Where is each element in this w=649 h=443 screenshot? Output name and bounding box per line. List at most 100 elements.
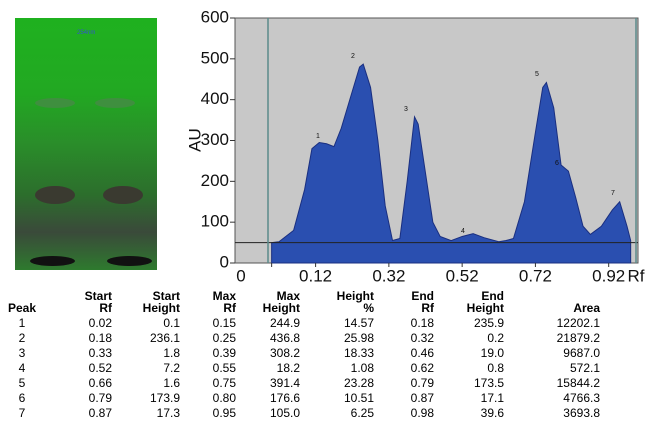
table-row: 5 0.66 1.6 0.75 391.4 23.28 0.79 173.5 15844.2 23… xyxy=(0,376,649,391)
header-text: Max xyxy=(276,290,300,303)
table-cell: 21879.2 xyxy=(556,331,600,345)
x-tick-label: 0.92 xyxy=(592,266,625,285)
table-cell: 7.2 xyxy=(163,361,180,375)
table-cell: 18.33 xyxy=(343,346,374,360)
table-cell: 0.02 xyxy=(88,316,112,330)
peak-label: 5 xyxy=(535,71,539,78)
table-cell: 1.8 xyxy=(163,346,180,360)
table-cell: 0.80 xyxy=(212,391,236,405)
table-cell: 173.5 xyxy=(473,376,504,390)
table-cell: 0.32 xyxy=(410,331,434,345)
table-cell: 19.0 xyxy=(480,346,504,360)
x-tick-label: 0.72 xyxy=(519,266,552,285)
x-axis-label: Rf xyxy=(628,266,645,285)
table-cell: 6.25 xyxy=(350,406,374,420)
table-cell: 15844.2 xyxy=(556,376,600,390)
table-row: 3 0.33 1.8 0.39 308.2 18.33 0.46 19.0 9687.0 14.1… xyxy=(0,346,649,361)
table-cell: 0.18 xyxy=(88,331,112,345)
table-cell: 3 xyxy=(18,346,26,360)
column-header: Start Height xyxy=(116,290,184,316)
table-cell: 9687.0 xyxy=(563,346,600,360)
column-header: Max Rf xyxy=(184,290,240,316)
table-cell: 17.3 xyxy=(156,406,180,420)
peak-label: 4 xyxy=(461,228,465,235)
header-text: End xyxy=(481,290,504,303)
table-cell: 572.1 xyxy=(569,361,600,375)
column-header: Max Height xyxy=(240,290,304,316)
peak-label: 7 xyxy=(611,190,615,197)
table-row: 6 0.79 173.9 0.80 176.6 10.51 0.87 17.1 4766.3 6.… xyxy=(0,391,649,406)
header-text: Height xyxy=(466,301,504,315)
table-cell: 0.66 xyxy=(88,376,112,390)
y-tick-label: 0 xyxy=(220,252,229,271)
table-row: 1 0.02 0.1 0.15 244.9 14.57 0.18 235.9 12202.1 17… xyxy=(0,316,649,331)
table-cell: 0.2 xyxy=(487,331,504,345)
table-cell: 176.6 xyxy=(269,391,300,405)
header-text: Peak xyxy=(7,301,37,315)
table-cell: 0.1 xyxy=(163,316,180,330)
table-cell: 0.25 xyxy=(212,331,236,345)
header-text: Rf xyxy=(99,301,112,315)
chart: AU Rf 0 100 200 300 400 500 600 0 0.12 0.32 0.52 0.… xyxy=(185,7,645,285)
table-cell: 0.39 xyxy=(212,346,236,360)
header-text: Height xyxy=(262,301,300,315)
x-tick-label: 0.12 xyxy=(299,266,332,285)
column-header: End Rf xyxy=(378,290,438,316)
table-cell: 17.78 xyxy=(604,316,649,331)
table-cell: 391.4 xyxy=(269,376,300,390)
table-cell: 0.8 xyxy=(487,361,504,375)
table-cell: 2 xyxy=(18,331,26,345)
peak-label: 3 xyxy=(404,106,408,113)
column-header: Area xyxy=(508,290,604,316)
table-cell: 0.83 xyxy=(604,361,649,376)
table-cell: 18.2 xyxy=(276,361,300,375)
table-cell: 39.6 xyxy=(480,406,504,420)
table-cell: 0.46 xyxy=(410,346,434,360)
table-cell: 1.08 xyxy=(350,361,374,375)
plate-label: 254nm xyxy=(77,30,96,36)
peak-label: 1 xyxy=(316,133,320,140)
table-cell: 17.1 xyxy=(480,391,504,405)
x-tick-label: 0.32 xyxy=(372,266,405,285)
header-text: Rf xyxy=(223,301,236,315)
column-header: End Height xyxy=(438,290,508,316)
table: Peak Start Rf Start Height Max Rf Max Height Heig… xyxy=(0,290,649,421)
table-cell: 10.51 xyxy=(343,391,374,405)
results-table: Peak Start Rf Start Height Max Rf Max Height Heig… xyxy=(0,290,649,443)
x-tick-label: 0 xyxy=(236,266,245,285)
y-tick-label: 600 xyxy=(201,7,229,26)
table-row: 2 0.18 236.1 0.25 436.8 25.98 0.32 0.2 21879.2 31… xyxy=(0,331,649,346)
table-cell: 4766.3 xyxy=(563,391,600,405)
table-cell: 4 xyxy=(18,361,26,375)
y-tick-label: 300 xyxy=(201,130,229,149)
table-cell: 0.87 xyxy=(88,406,112,420)
table-cell: 0.79 xyxy=(410,376,434,390)
column-header: Area% xyxy=(604,290,649,316)
table-cell: 173.9 xyxy=(149,391,180,405)
header-text: Height xyxy=(336,290,374,303)
column-header: Peak xyxy=(0,290,48,316)
table-cell: 0.98 xyxy=(410,406,434,420)
header-text: Height xyxy=(142,301,180,315)
peak-label: 6 xyxy=(555,160,559,167)
table-cell: 0.95 xyxy=(212,406,236,420)
table-cell: 0.87 xyxy=(410,391,434,405)
table-cell: 12202.1 xyxy=(556,316,600,330)
header-text: Start xyxy=(152,290,180,303)
table-cell: 25.98 xyxy=(343,331,374,345)
x-tick-label: 0.52 xyxy=(446,266,479,285)
header-text: % xyxy=(363,301,374,315)
table-cell: 23.08 xyxy=(604,376,649,391)
table-cell: 244.9 xyxy=(269,316,300,330)
table-cell: 0.55 xyxy=(212,361,236,375)
table-cell: 0.62 xyxy=(410,361,434,375)
header-text: Area xyxy=(573,301,600,315)
table-row: 7 0.87 17.3 0.95 105.0 6.25 0.98 39.6 3693.8 5.38 xyxy=(0,406,649,421)
table-cell: 308.2 xyxy=(269,346,300,360)
column-header: Height% xyxy=(304,290,378,316)
table-cell: 31.87 xyxy=(604,331,649,346)
table-cell: 105.0 xyxy=(269,406,300,420)
table-cell: 7 xyxy=(18,406,26,420)
header-text: End xyxy=(411,290,434,303)
table-cell: 6 xyxy=(18,391,26,405)
